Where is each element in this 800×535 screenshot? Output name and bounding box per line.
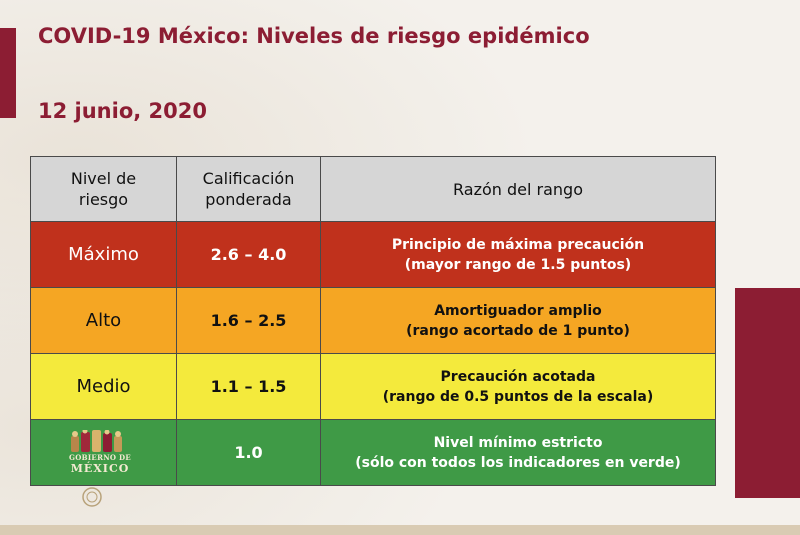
- reason-line2: (rango acortado de 1 punto): [406, 322, 630, 339]
- reason-line2: (rango de 0.5 puntos de la escala): [382, 388, 654, 405]
- level-cell: Alto: [30, 287, 177, 354]
- header-reason: Razón del rango: [320, 156, 716, 222]
- right-accent-block: [735, 288, 800, 498]
- gobierno-de-mexico-logo-icon: GOBIERNO DE MÉXICO: [65, 428, 135, 478]
- score-cell: 1.1 – 1.5: [176, 353, 321, 420]
- slide-date: 12 junio, 2020: [38, 99, 207, 123]
- table-row-medio: Medio 1.1 – 1.5 Precaución acotada (rang…: [30, 353, 716, 420]
- slide-title: COVID-19 México: Niveles de riesgo epidé…: [38, 24, 590, 48]
- header-level-line2: riesgo: [78, 190, 129, 209]
- table-row-alto: Alto 1.6 – 2.5 Amortiguador amplio (rang…: [30, 287, 716, 354]
- risk-levels-table: Nivel de riesgo Calificación ponderada R…: [30, 156, 716, 486]
- table-header-row: Nivel de riesgo Calificación ponderada R…: [30, 156, 716, 222]
- header-score-line1: Calificación: [202, 169, 295, 188]
- level-cell: Medio: [30, 353, 177, 420]
- score-cell: 1.0: [176, 419, 321, 486]
- bottom-strip: [0, 525, 800, 535]
- table-row-minimo: GOBIERNO DE MÉXICO 1.0 Nivel mínimo estr…: [30, 419, 716, 486]
- score-cell: 2.6 – 4.0: [176, 221, 321, 288]
- level-cell: Máximo: [30, 221, 177, 288]
- left-accent-bar: [0, 28, 16, 118]
- reason-cell: Nivel mínimo estricto (sólo con todos lo…: [320, 419, 716, 486]
- reason-line2: (mayor rango de 1.5 puntos): [404, 256, 632, 273]
- logo-text-line2: MÉXICO: [70, 462, 130, 475]
- logo-figures-icon: [71, 428, 122, 452]
- reason-cell: Principio de máxima precaución (mayor ra…: [320, 221, 716, 288]
- reason-line1: Nivel mínimo estricto: [433, 434, 603, 451]
- header-level: Nivel de riesgo: [30, 156, 177, 222]
- header-level-line1: Nivel de: [70, 169, 137, 188]
- reason-cell: Precaución acotada (rango de 0.5 puntos …: [320, 353, 716, 420]
- reason-line1: Principio de máxima precaución: [391, 236, 645, 253]
- reason-line2: (sólo con todos los indicadores en verde…: [355, 454, 681, 471]
- logo-text-line1: GOBIERNO DE: [68, 453, 132, 462]
- reason-line1: Precaución acotada: [440, 368, 596, 385]
- header-score-line2: ponderada: [205, 190, 292, 209]
- reason-cell: Amortiguador amplio (rango acortado de 1…: [320, 287, 716, 354]
- level-cell-logo: GOBIERNO DE MÉXICO: [30, 419, 177, 486]
- score-cell: 1.6 – 2.5: [176, 287, 321, 354]
- table-row-maximo: Máximo 2.6 – 4.0 Principio de máxima pre…: [30, 221, 716, 288]
- reason-line1: Amortiguador amplio: [434, 302, 602, 319]
- header-score: Calificación ponderada: [176, 156, 321, 222]
- seal-icon: [82, 487, 102, 507]
